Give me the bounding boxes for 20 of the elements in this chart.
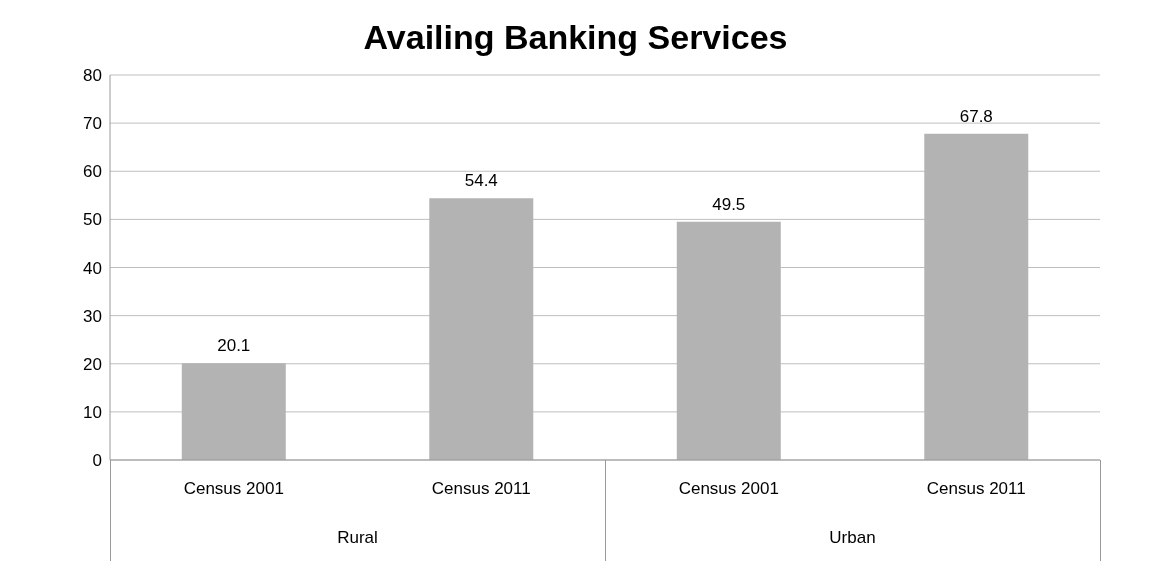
y-tick-label: 0: [92, 451, 102, 471]
y-tick-label: 40: [83, 258, 102, 278]
x-tick-label: Census 2001: [678, 479, 779, 499]
x-tick-label: Census 2011: [431, 479, 531, 499]
text: Urban: [828, 528, 877, 548]
text: Rural: [336, 528, 379, 548]
chart-title: Availing Banking Services: [362, 18, 789, 57]
y-tick-label: 80: [83, 66, 102, 86]
y-tick-label: 60: [83, 162, 102, 182]
data-label: 20.1: [217, 336, 251, 356]
y-tick-label: 10: [83, 402, 102, 422]
y-tick-label: 70: [83, 114, 102, 134]
y-tick-label: 30: [83, 306, 102, 326]
data-label: 54.4: [464, 171, 498, 191]
data-label: 49.5: [712, 194, 746, 214]
data-label: 67.8: [959, 106, 993, 126]
x-tick-label: Census 2001: [183, 479, 284, 499]
x-tick-label: Census 2011: [926, 479, 1026, 499]
y-tick-label: 50: [83, 210, 102, 230]
y-tick-label: 20: [83, 354, 102, 374]
